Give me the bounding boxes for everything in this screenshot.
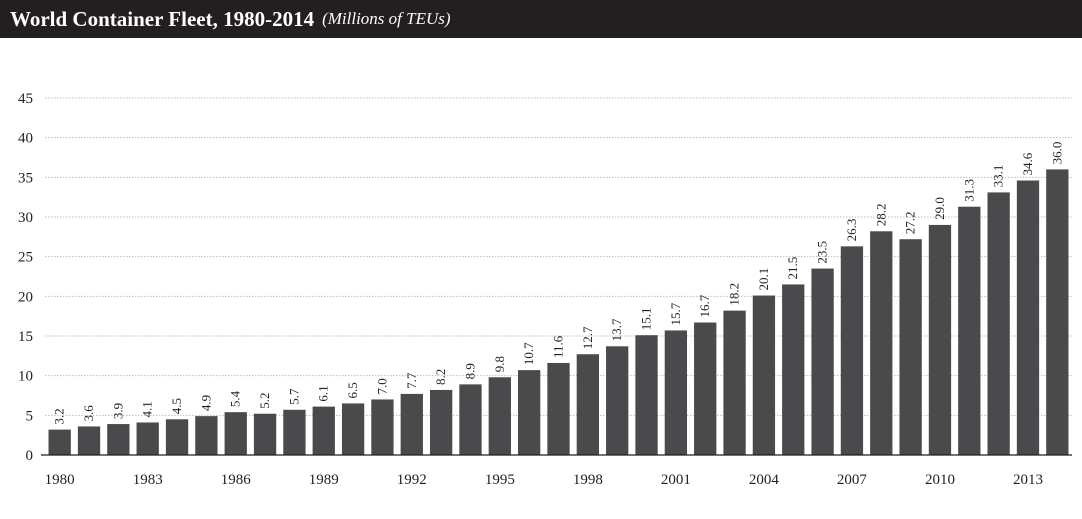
bar — [48, 429, 71, 455]
data-label: 4.1 — [140, 401, 155, 417]
x-tick-label: 2001 — [661, 472, 691, 488]
bar — [1046, 169, 1069, 455]
bar — [870, 231, 893, 455]
data-label: 28.2 — [873, 204, 888, 227]
y-tick-label: 35 — [18, 170, 33, 186]
data-label: 3.9 — [110, 403, 125, 419]
bar — [899, 239, 922, 455]
x-tick-label: 1989 — [309, 472, 339, 488]
bar — [840, 246, 864, 455]
bar — [283, 409, 306, 455]
bar — [195, 416, 218, 455]
bar — [459, 384, 482, 455]
bar — [782, 284, 805, 455]
data-label: 4.9 — [198, 395, 213, 411]
data-label: 5.2 — [257, 392, 272, 408]
data-label: 5.7 — [286, 388, 301, 405]
data-label: 16.7 — [697, 294, 712, 317]
data-label: 11.6 — [551, 335, 566, 358]
data-label: 26.3 — [844, 219, 859, 242]
x-tick-label: 1980 — [45, 472, 75, 488]
x-tick-label: 1986 — [221, 472, 252, 488]
data-label: 18.2 — [727, 283, 742, 306]
x-tick-label: 1983 — [133, 472, 163, 488]
bar-chart: 0 5 10 15 20 25 30 35 40 45 3.2 3.6 3.9 4.1 4.5 4.9 5.4 5… — [18, 91, 1072, 488]
data-label: 34.6 — [1020, 152, 1035, 175]
title-bar: World Container Fleet, 1980-2014 (Millio… — [0, 0, 1082, 38]
y-tick-label: 40 — [18, 131, 33, 147]
data-label: 5.4 — [228, 390, 243, 407]
x-tick-label: 2007 — [837, 472, 868, 488]
data-label: 4.5 — [169, 398, 184, 414]
bar — [606, 346, 629, 455]
data-label: 6.5 — [345, 382, 360, 398]
data-label: 13.7 — [609, 318, 624, 341]
bar — [165, 419, 189, 455]
bar — [518, 370, 541, 455]
x-tick-label: 2013 — [1013, 472, 1043, 488]
bar — [987, 192, 1010, 455]
bar — [371, 399, 394, 455]
bar — [928, 224, 952, 455]
data-label: 9.8 — [492, 356, 507, 372]
data-label: 15.1 — [639, 307, 654, 330]
bar — [136, 422, 159, 455]
bar — [752, 295, 776, 455]
data-label: 3.6 — [81, 405, 96, 422]
bar — [694, 322, 717, 455]
data-label: 10.7 — [521, 342, 536, 365]
data-label: 7.0 — [374, 378, 389, 394]
data-label: 36.0 — [1049, 142, 1064, 165]
y-tick-label: 5 — [26, 408, 34, 424]
bar — [664, 330, 688, 455]
bar — [958, 206, 981, 455]
data-label: 33.1 — [991, 165, 1006, 188]
y-tick-label: 45 — [18, 91, 33, 107]
y-tick-label: 25 — [18, 250, 33, 266]
y-tick-label: 30 — [18, 210, 33, 226]
data-label: 23.5 — [815, 241, 830, 264]
x-tick-label: 1992 — [397, 472, 427, 488]
bar — [1016, 180, 1040, 456]
y-tick-label: 20 — [18, 289, 33, 305]
bar — [253, 413, 277, 455]
chart-title: World Container Fleet, 1980-2014 — [10, 6, 315, 31]
bar — [488, 377, 511, 455]
data-label: 29.0 — [932, 197, 947, 220]
bar — [77, 426, 101, 455]
bar — [429, 389, 453, 455]
bar — [635, 335, 658, 455]
x-tick-label: 2004 — [749, 472, 780, 488]
y-tick-label: 10 — [18, 369, 33, 385]
bar — [723, 310, 746, 455]
data-label: 8.2 — [433, 369, 448, 385]
bar — [107, 424, 130, 455]
data-label: 8.9 — [462, 363, 477, 379]
bar — [547, 362, 570, 455]
bar — [400, 393, 423, 455]
data-label: 27.2 — [903, 211, 918, 234]
bar — [576, 354, 599, 455]
data-label: 15.7 — [668, 302, 683, 325]
x-tick-label: 1995 — [485, 472, 515, 488]
bar — [312, 406, 335, 455]
data-label: 3.2 — [52, 408, 67, 424]
data-label: 7.7 — [404, 372, 419, 389]
x-tick-label: 2010 — [925, 472, 955, 488]
data-label: 6.1 — [316, 385, 331, 401]
y-tick-label: 15 — [18, 329, 33, 345]
bar — [341, 403, 365, 455]
bar — [811, 268, 834, 455]
data-label: 21.5 — [785, 257, 800, 280]
chart-subtitle: (Millions of TEUs) — [322, 9, 451, 28]
bar — [224, 412, 247, 455]
data-label: 12.7 — [580, 326, 595, 349]
y-tick-label: 0 — [26, 448, 34, 464]
data-label: 20.1 — [756, 268, 771, 291]
data-label: 31.3 — [961, 179, 976, 202]
x-tick-label: 1998 — [573, 472, 603, 488]
